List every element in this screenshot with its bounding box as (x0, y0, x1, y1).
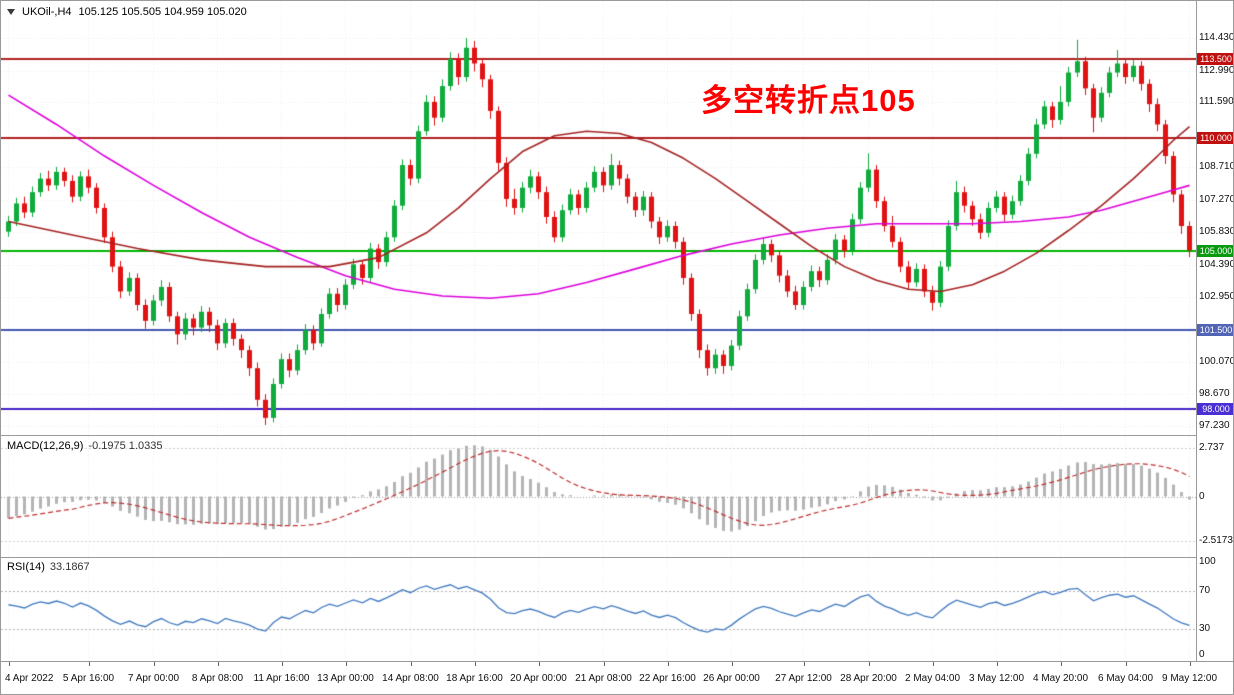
time-axis-tick (1125, 662, 1127, 666)
price-level-badge: 105.000 (1197, 244, 1233, 257)
time-axis-label: 2 May 04:00 (904, 673, 961, 684)
time-axis-label: 4 May 20:00 (1032, 673, 1089, 684)
chart-legend: UKOil-,H4 105.125 105.505 104.959 105.02… (7, 6, 247, 18)
time-axis-label: 14 Apr 08:00 (382, 673, 439, 684)
rsi-indicator-value: 33.1867 (49, 561, 90, 573)
time-axis-tick (932, 662, 934, 666)
time-axis-tick (88, 662, 90, 666)
time-axis-label: 22 Apr 16:00 (639, 673, 696, 684)
time-axis-tick (8, 662, 10, 666)
collapse-chart-icon[interactable] (7, 9, 15, 15)
rsi-axis-label: 30 (1199, 622, 1211, 634)
price-level-badge: 98.000 (1197, 402, 1233, 415)
price-axis-label: 97.230 (1199, 420, 1230, 432)
rsi-axis-label: 100 (1199, 556, 1216, 567)
time-axis-label: 13 Apr 00:00 (317, 673, 374, 684)
time-axis-tick (217, 662, 219, 666)
time-axis-label: 5 Apr 16:00 (62, 673, 115, 684)
time-axis-label: 9 May 12:00 (1161, 673, 1218, 684)
time-axis-tick (868, 662, 870, 666)
time-axis-label: 18 Apr 16:00 (446, 673, 503, 684)
time-axis-tick (281, 662, 283, 666)
time-axis-label: 8 Apr 08:00 (191, 673, 244, 684)
price-level-badge: 113.500 (1197, 53, 1233, 65)
time-axis-label: 11 Apr 16:00 (253, 673, 310, 684)
time-axis-label: 21 Apr 08:00 (575, 673, 632, 684)
macd-indicator-values: -0.1975 1.0335 (88, 440, 163, 452)
price-axis-label: 108.710 (1199, 161, 1234, 173)
price-axis-label: 112.990 (1199, 64, 1234, 76)
time-axis-label: 4 Apr 2022 (5, 673, 54, 684)
time-axis-tick (731, 662, 733, 666)
rsi-legend: RSI(14) 33.1867 (7, 561, 90, 573)
price-level-badge: 110.000 (1197, 131, 1233, 144)
price-axis-label: 98.670 (1199, 387, 1230, 399)
time-axis-tick (153, 662, 155, 666)
price-axis[interactable]: 114.430 112.990 111.590 108.710 107.270 105.8… (1197, 1, 1234, 661)
time-axis-tick (1060, 662, 1062, 666)
panel-separator[interactable] (1, 661, 1233, 662)
macd-legend: MACD(12,26,9) -0.1975 1.0335 (7, 440, 162, 452)
time-axis-tick (538, 662, 540, 666)
rsi-axis-label: 0 (1199, 649, 1205, 660)
price-axis-label: 107.270 (1199, 193, 1234, 205)
price-chart-canvas[interactable] (1, 1, 1196, 435)
axis-separator (1196, 1, 1197, 661)
macd-axis-label: -2.5173 (1199, 535, 1233, 547)
price-axis-label: 114.430 (1199, 32, 1234, 43)
macd-indicator-name: MACD(12,26,9) (7, 440, 84, 452)
symbol-timeframe-label: UKOil-,H4 (22, 6, 72, 18)
panel-separator[interactable] (1, 557, 1233, 558)
time-axis-tick (603, 662, 605, 666)
ohlc-values: 105.125 105.505 104.959 105.020 (78, 6, 247, 18)
time-axis-tick (803, 662, 805, 666)
price-axis-label: 104.390 (1199, 258, 1234, 270)
time-axis-tick (667, 662, 669, 666)
time-axis-tick (996, 662, 998, 666)
price-axis-label: 111.590 (1199, 96, 1234, 108)
time-axis-tick (1189, 662, 1191, 666)
macd-axis-label: 0 (1199, 490, 1205, 502)
time-axis-tick (345, 662, 347, 666)
time-axis-label: 6 May 04:00 (1097, 673, 1154, 684)
price-axis-label: 105.830 (1199, 226, 1234, 238)
time-axis-tick (410, 662, 412, 666)
rsi-indicator-canvas[interactable] (1, 558, 1196, 661)
time-axis-tick (474, 662, 476, 666)
macd-axis-label: 2.737 (1199, 441, 1225, 453)
bull-bear-annotation[interactable]: 多空转折点105 (701, 83, 916, 118)
time-axis-label: 27 Apr 12:00 (775, 673, 832, 684)
rsi-axis-label: 70 (1199, 584, 1211, 596)
time-axis-label: 28 Apr 20:00 (840, 673, 897, 684)
time-axis[interactable]: 4 Apr 2022 5 Apr 16:00 7 Apr 00:00 8 Apr 08… (1, 662, 1233, 694)
time-axis-label: 26 Apr 00:00 (703, 673, 760, 684)
macd-indicator-canvas[interactable] (1, 436, 1196, 557)
price-level-badge: 101.500 (1197, 323, 1233, 336)
panel-separator[interactable] (1, 435, 1233, 436)
time-axis-label: 20 Apr 00:00 (510, 673, 567, 684)
price-axis-label: 100.070 (1199, 356, 1234, 368)
time-axis-label: 3 May 12:00 (968, 673, 1025, 684)
time-axis-label: 7 Apr 00:00 (127, 673, 180, 684)
rsi-indicator-name: RSI(14) (7, 561, 45, 573)
price-axis-label: 102.950 (1199, 291, 1234, 303)
